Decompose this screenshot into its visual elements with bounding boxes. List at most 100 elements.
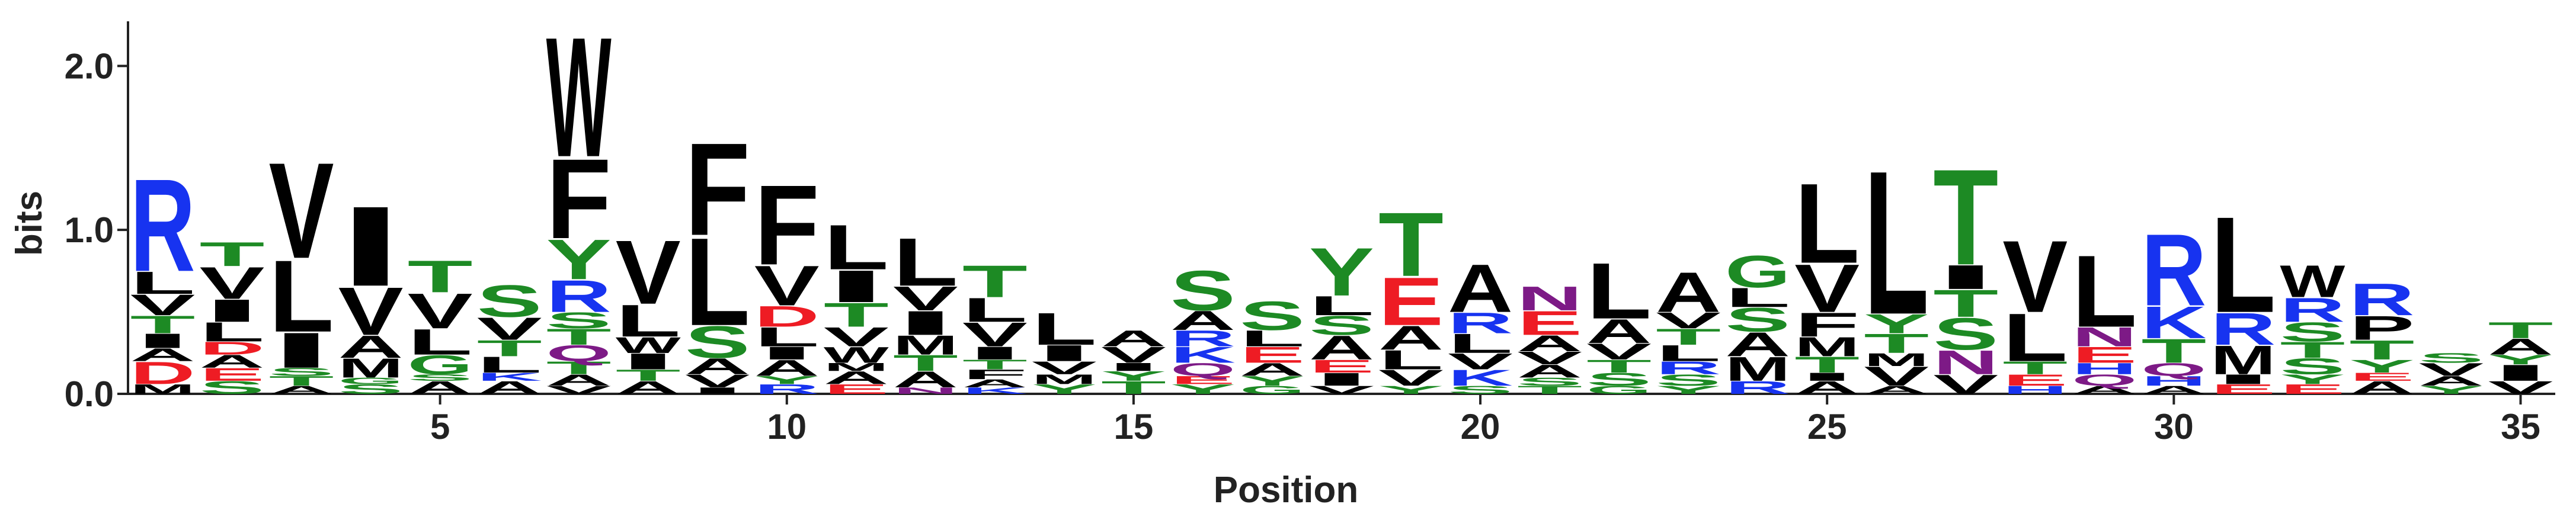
logo-letter: T: [962, 357, 1028, 373]
logo-letter: T: [408, 251, 473, 302]
logo-letter: L: [2072, 235, 2137, 349]
logo-letter: V: [1586, 339, 1652, 364]
logo-letter: I: [130, 329, 196, 352]
logo-letter: I: [200, 293, 265, 329]
logo-letter: V: [1032, 358, 1097, 378]
logo-letter: L: [130, 265, 196, 301]
logo-letter: V: [893, 280, 958, 317]
logo-letter: A: [408, 377, 473, 397]
logo-letter: A: [338, 329, 404, 365]
logo-letter: A: [1586, 313, 1652, 351]
logo-letter: A: [200, 351, 265, 371]
logo-letter: I: [269, 322, 334, 378]
logo-letter: I: [824, 261, 889, 312]
logo-letter: L: [477, 352, 542, 377]
logo-letter: T: [130, 311, 196, 339]
logo-letter: R: [130, 151, 196, 299]
logo-letter: V: [1448, 349, 1513, 374]
logo-letter: E: [200, 364, 265, 384]
logo-letter: L: [1656, 341, 1721, 366]
logo-letter: M: [1725, 350, 1790, 388]
logo-letter: I: [1032, 341, 1097, 366]
logo-letter: L: [1586, 247, 1652, 336]
logo-letter: W: [546, 2, 612, 193]
logo-letter: M: [1794, 332, 1860, 362]
logo-letter: E: [2210, 381, 2276, 397]
logo-letter: N: [893, 386, 958, 396]
logo-letter: V: [1933, 369, 1998, 400]
logo-letter: G: [1586, 384, 1652, 396]
logo-letter: L: [616, 296, 681, 346]
x-tick-label: 15: [1114, 407, 1154, 447]
logo-letter: M: [2210, 337, 2276, 383]
logo-letter: A: [2418, 373, 2484, 389]
logo-letter: R: [2210, 304, 2276, 355]
logo-letter: A: [2141, 384, 2206, 396]
logo-letter: A: [1240, 359, 1305, 380]
x-tick-label: 20: [1461, 407, 1500, 447]
logo-letter: V: [1517, 348, 1582, 368]
logo-letter: L: [269, 239, 334, 354]
logo-letter: A: [130, 345, 196, 365]
logo-letter: E: [1309, 356, 1374, 376]
logo-letter: V: [269, 134, 334, 287]
logo-letter: T: [1864, 328, 1929, 359]
y-axis-label: bits: [9, 191, 50, 256]
logo-letter: I: [685, 386, 750, 396]
logo-letter: T: [1933, 140, 1998, 293]
logo-letter: T: [1101, 377, 1166, 397]
logo-letter: S: [1725, 301, 1790, 339]
logo-letter: V: [1656, 308, 1721, 333]
logo-letter: I: [1794, 371, 1860, 383]
logo-letter: T: [1656, 324, 1721, 349]
logo-letter: S: [1309, 310, 1374, 341]
logo-letter: A: [1656, 261, 1721, 325]
logo-letter: L: [200, 317, 265, 348]
logo-letter: L: [1794, 161, 1860, 288]
logo-letter: T: [546, 358, 612, 378]
logo-letter: I: [1101, 361, 1166, 373]
logo-letter: A: [616, 377, 681, 397]
logo-letter: V: [962, 316, 1028, 354]
logo-letter: I: [1309, 369, 1374, 389]
logo-letter: Y: [1240, 373, 1305, 389]
logo-letter: Y: [1101, 368, 1166, 384]
logo-letter: E: [1170, 374, 1236, 386]
logo-letter: L: [1240, 326, 1305, 351]
logo-letter: R: [2349, 274, 2414, 325]
logo-letter: Y: [2488, 352, 2553, 367]
logo-letter: E: [2280, 381, 2345, 397]
logo-letter: F: [546, 136, 612, 263]
logo-letter: Y: [754, 374, 820, 386]
logo-letter: S: [1586, 369, 1652, 389]
logo-letter: L: [824, 211, 889, 283]
logo-letter: E: [2072, 342, 2137, 368]
logo-letter: A: [1309, 329, 1374, 367]
logo-letter: L: [962, 291, 1028, 329]
logo-letter: R: [1448, 306, 1513, 339]
logo-letter: T: [1794, 352, 1860, 377]
logo-letter: T: [1517, 384, 1582, 396]
logo-letter: K: [477, 371, 542, 383]
logo-letter: H: [2141, 373, 2206, 389]
logo-letter: S: [338, 381, 404, 397]
logo-letter: I: [962, 343, 1028, 363]
logo-letter: Y: [1309, 234, 1374, 310]
logo-letter: R: [1725, 377, 1790, 397]
logo-letter: V: [616, 221, 681, 323]
logo-letter: W: [2280, 256, 2345, 307]
logo-letter: T: [477, 336, 542, 361]
logo-letter: A: [1794, 377, 1860, 397]
logo-letter: T: [2280, 337, 2345, 362]
logo-letter: L: [1032, 304, 1097, 355]
logo-letter: T: [1378, 193, 1444, 295]
logo-letter: N: [2072, 322, 2137, 352]
logo-letter: E: [2349, 371, 2414, 383]
logo-letter: V: [1794, 251, 1860, 327]
logo-letter: E: [1240, 342, 1305, 368]
logo-letter: A: [546, 371, 612, 389]
logo-letter: I: [754, 343, 820, 363]
logo-letter: H: [2072, 359, 2137, 377]
logo-letter: Q: [1170, 359, 1236, 380]
logo-letter: V: [2488, 377, 2553, 397]
